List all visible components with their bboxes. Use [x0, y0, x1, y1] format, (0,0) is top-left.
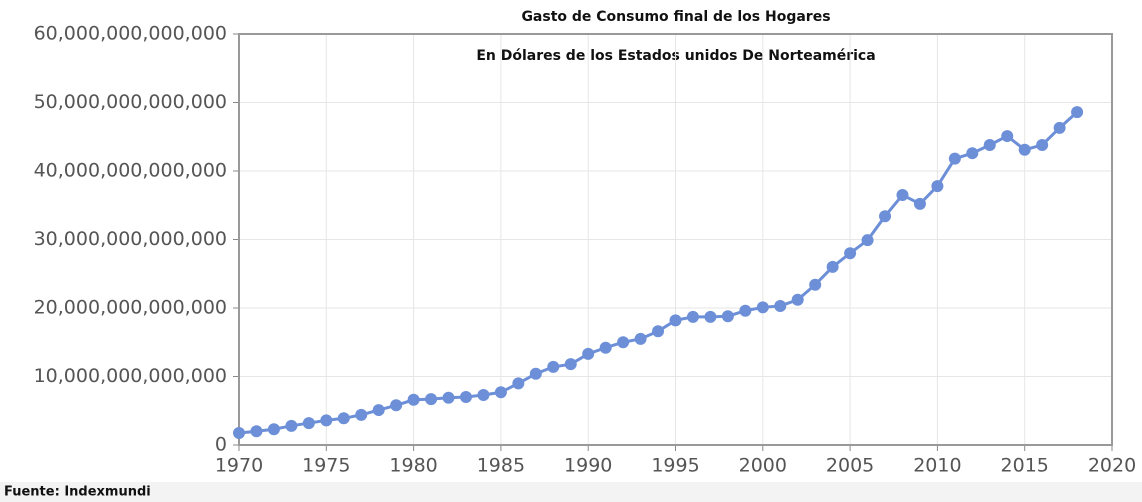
y-tick-label: 40,000,000,000,000: [34, 160, 227, 182]
point: [826, 260, 839, 273]
source: Fuente: Indexmundi: [4, 485, 151, 500]
point: [948, 152, 961, 165]
point: [913, 197, 926, 210]
point: [302, 417, 315, 430]
point: [669, 314, 682, 327]
x-tick-label: 1995: [651, 455, 699, 477]
point: [861, 234, 874, 247]
point: [407, 393, 420, 406]
point: [1036, 138, 1049, 151]
point: [320, 414, 333, 427]
x-tick-label: 2015: [1001, 455, 1049, 477]
point: [809, 278, 822, 291]
point: [931, 180, 944, 193]
point: [704, 310, 717, 323]
y-tick-label: 10,000,000,000,000: [34, 365, 227, 387]
point: [739, 304, 752, 317]
point: [355, 408, 368, 421]
point: [512, 377, 525, 390]
point: [1053, 121, 1066, 134]
point: [879, 210, 892, 223]
point: [372, 404, 385, 417]
point: [634, 332, 647, 345]
chart-title: Gasto de Consumo final de los Hogares: [521, 9, 830, 25]
x-tick-label: 1990: [564, 455, 612, 477]
y-tick-label: 50,000,000,000,000: [34, 91, 227, 113]
point: [599, 341, 612, 354]
point: [756, 301, 769, 314]
point: [652, 325, 665, 338]
x-tick-label: 2020: [1088, 455, 1136, 477]
y-tick-label: 30,000,000,000,000: [34, 228, 227, 250]
y-tick-label: 60,000,000,000,000: [34, 23, 227, 45]
point: [233, 427, 245, 440]
point: [1071, 106, 1084, 119]
x-tick-label: 2010: [913, 455, 961, 477]
point: [267, 423, 280, 436]
y-tick-label: 20,000,000,000,000: [34, 297, 227, 319]
point: [547, 360, 560, 373]
point: [686, 310, 699, 323]
point: [442, 391, 455, 404]
point: [1001, 130, 1014, 143]
x-tick-label: 1980: [389, 455, 437, 477]
point: [617, 336, 630, 349]
point: [983, 138, 996, 151]
x-tick-label: 1985: [477, 455, 525, 477]
point: [425, 393, 438, 406]
point: [285, 419, 298, 432]
point: [791, 293, 804, 306]
point: [966, 147, 979, 160]
point: [250, 425, 263, 438]
point: [529, 367, 542, 380]
point: [494, 386, 507, 399]
point: [896, 188, 909, 201]
point: [1018, 143, 1031, 156]
plot-frame: [238, 33, 1113, 446]
point: [844, 247, 857, 260]
point: [582, 347, 595, 360]
x-tick-label: 2000: [739, 455, 787, 477]
point: [564, 358, 577, 371]
point: [774, 299, 787, 312]
point: [390, 399, 403, 412]
point: [337, 412, 350, 425]
x-tick-label: 1975: [302, 455, 350, 477]
point: [459, 391, 472, 404]
point: [477, 388, 490, 401]
point: [721, 310, 734, 323]
y-tick-label: 0: [215, 434, 227, 456]
footer-band: [0, 482, 1142, 502]
x-tick-label: 1970: [215, 455, 263, 477]
x-tick-label: 2005: [826, 455, 874, 477]
